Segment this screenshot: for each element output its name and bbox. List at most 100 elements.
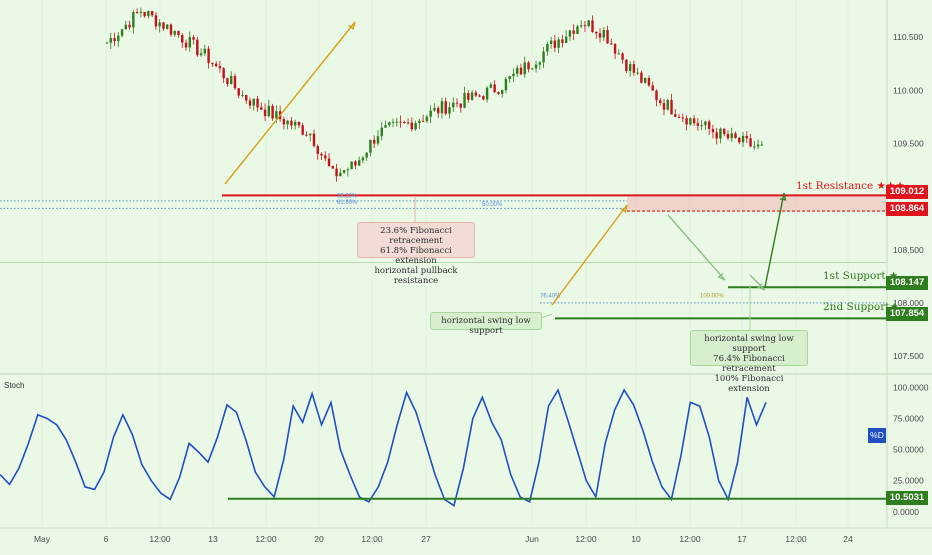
candle-body <box>636 72 639 74</box>
candle-body <box>568 30 572 37</box>
candle-body <box>301 125 304 135</box>
candle-body <box>403 122 406 124</box>
candle-body <box>196 39 199 56</box>
fib-swing-arrow-head <box>348 21 356 30</box>
stoch-tick-label: 25.0000 <box>893 476 924 486</box>
candle-body <box>312 133 316 147</box>
candle-body <box>214 63 218 66</box>
fib-label: 38.20% <box>337 194 358 200</box>
candle-body <box>410 122 414 130</box>
candle-body <box>132 12 135 28</box>
candle-body <box>222 68 225 79</box>
candle-body <box>245 94 248 101</box>
candle-body <box>135 12 139 14</box>
candle-body <box>263 109 267 117</box>
price-tag-108147: 108.147 <box>886 276 928 290</box>
candle-body <box>504 78 508 91</box>
candle-body <box>508 76 511 79</box>
candle-body <box>117 35 120 42</box>
candle-body <box>489 84 493 88</box>
candle-body <box>184 42 188 48</box>
candle-body <box>719 128 722 139</box>
candle-body <box>512 73 515 77</box>
candle-body <box>685 118 688 125</box>
candle-body <box>595 31 598 34</box>
candle-body <box>745 135 748 139</box>
candle-body <box>297 121 301 126</box>
pullback-arrow <box>667 214 726 281</box>
candle-body <box>587 20 590 27</box>
candle-body <box>553 40 557 48</box>
candle-body <box>327 158 331 167</box>
candle-body <box>519 67 523 75</box>
candle-body <box>369 139 372 153</box>
fib-swing-arrow-2 <box>551 204 628 306</box>
candle-body <box>188 37 191 48</box>
candle-body <box>158 22 161 27</box>
candle-body <box>376 136 380 144</box>
candle-body <box>576 26 579 34</box>
candle-body <box>448 107 451 114</box>
candle-body <box>647 78 651 86</box>
time-tick-label: Jun <box>525 534 539 544</box>
stoch-d-line <box>0 388 767 507</box>
candle-body <box>150 11 154 16</box>
fib-swing-arrow-2-head <box>620 204 628 213</box>
candle-body <box>613 43 617 54</box>
stoch-tick-label: 100.0000 <box>893 382 929 392</box>
candle-body <box>169 24 173 35</box>
candle-body <box>753 146 756 148</box>
price-tag-stoch-level: 10.5031 <box>886 491 928 505</box>
candle-body <box>436 108 440 114</box>
candle-body <box>670 100 673 115</box>
candle-body <box>357 160 361 166</box>
candle-body <box>557 39 560 48</box>
time-tick-label: 12:00 <box>149 534 171 544</box>
candle-body <box>531 68 534 70</box>
candle-body <box>674 114 677 117</box>
annotation-connector <box>540 313 553 319</box>
candle-body <box>534 64 538 69</box>
candle-body <box>425 116 429 122</box>
candle-body <box>143 11 146 17</box>
candle-body <box>602 30 605 38</box>
candle-body <box>226 78 229 85</box>
candle-body <box>455 102 459 104</box>
candle-body <box>335 168 338 177</box>
candle-body <box>324 155 327 159</box>
price-tick-label: 108.500 <box>893 245 924 255</box>
candle-body <box>147 11 150 17</box>
candle-body <box>433 108 436 111</box>
candle-body <box>516 67 519 74</box>
time-tick-label: 12:00 <box>679 534 701 544</box>
candle-body <box>621 53 624 60</box>
candle-body <box>177 30 180 36</box>
candle-body <box>452 102 455 108</box>
candle-body <box>723 128 726 134</box>
candle-body <box>406 122 410 124</box>
time-tick-label: May <box>34 534 51 544</box>
candle-body <box>730 133 733 139</box>
price-tag-107854: 107.854 <box>886 307 928 321</box>
candle-body <box>309 133 312 136</box>
candle-body <box>248 100 252 106</box>
candle-body <box>120 29 124 36</box>
candle-body <box>726 133 730 139</box>
stoch-tick-label: 0.0000 <box>893 507 919 517</box>
candle-body <box>316 146 319 154</box>
candle-body <box>756 144 760 147</box>
price-tag-109012: 109.012 <box>886 185 928 199</box>
time-tick-label: 12:00 <box>361 534 383 544</box>
candle-body <box>241 94 244 96</box>
candle-body <box>617 53 621 55</box>
candle-body <box>237 88 240 96</box>
candle-body <box>707 121 711 129</box>
candle-body <box>734 133 737 138</box>
candle-body <box>467 93 470 100</box>
candle-body <box>211 63 214 65</box>
candle-body <box>271 105 274 119</box>
price-tag-108864: 108.864 <box>886 202 928 216</box>
candle-body <box>444 101 447 114</box>
stoch-d-badge: %D <box>868 428 886 443</box>
candle-body <box>128 24 131 28</box>
